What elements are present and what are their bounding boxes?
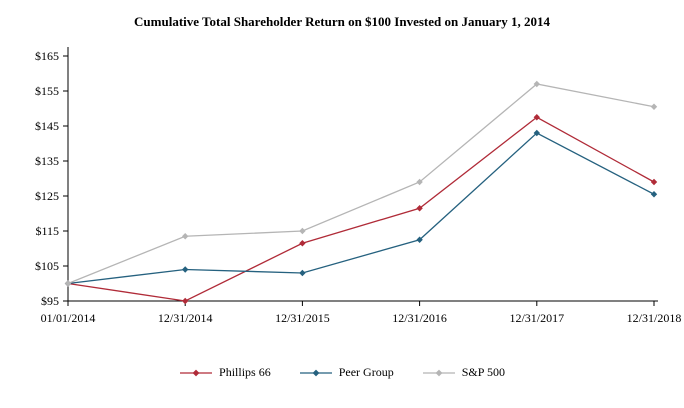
y-tick-label: $125	[35, 189, 59, 203]
data-point-phillips-66	[416, 205, 423, 212]
data-point-peer-group	[299, 269, 306, 277]
y-tick-label: $165	[35, 49, 59, 63]
chart-title: Cumulative Total Shareholder Return on $…	[134, 14, 550, 29]
data-point-peer-group	[416, 236, 423, 243]
legend-label-phillips-66: Phillips 66	[219, 365, 271, 379]
x-tick-label: 12/31/2018	[627, 311, 682, 325]
legend-diamond	[192, 369, 200, 376]
data-point-s-p-500	[182, 233, 189, 240]
x-tick-label: 12/31/2017	[509, 311, 564, 325]
plot-area: $95 $105 $115 $125 $135 $145 $155 $165 01/01/201…	[35, 47, 682, 325]
x-tick-label: 12/31/2015	[275, 311, 330, 325]
data-point-phillips-66	[299, 240, 306, 247]
y-tick-label: $105	[35, 259, 59, 273]
data-point-phillips-66	[182, 297, 189, 305]
legend-diamond	[312, 369, 320, 376]
legend-label-peer-group: Peer Group	[338, 365, 394, 379]
y-tick-label: $115	[35, 224, 59, 238]
data-point-peer-group	[533, 129, 540, 137]
y-tick-label: $155	[35, 84, 59, 98]
data-point-peer-group	[650, 191, 658, 198]
legend-item-phillips-66: Phillips 66	[179, 365, 271, 380]
data-point-s-p-500	[650, 103, 658, 110]
data-point-s-p-500	[299, 227, 306, 235]
data-point-phillips-66	[533, 114, 540, 121]
y-tick-label: $135	[35, 154, 59, 168]
legend-diamond	[435, 369, 443, 376]
legend-item-peer-group: Peer Group	[299, 365, 394, 380]
legend-marker-sp-500-icon	[422, 369, 455, 376]
legend-marker-peer-group-icon	[299, 369, 332, 376]
x-tick-label: 12/31/2014	[158, 311, 213, 325]
data-point-s-p-500	[533, 80, 540, 88]
data-point-s-p-500	[416, 178, 423, 186]
legend: Phillips 66 Peer Group S&P 500	[0, 365, 684, 380]
data-point-s-p-500	[64, 280, 72, 287]
y-tick-label: $95	[41, 294, 59, 308]
x-tick-label: 12/31/2016	[392, 311, 447, 325]
series-line-s-p-500	[67, 83, 655, 285]
series-line-phillips-66	[67, 116, 655, 302]
data-point-phillips-66	[650, 178, 658, 186]
legend-label-sp-500: S&P 500	[461, 365, 505, 379]
x-tick-label: 01/01/2014	[41, 311, 96, 325]
legend-marker-phillips-66-icon	[180, 369, 213, 376]
legend-item-sp-500: S&P 500	[422, 365, 505, 380]
y-tick-label: $145	[35, 119, 59, 133]
data-point-peer-group	[182, 266, 189, 273]
series-line-peer-group	[67, 132, 655, 285]
